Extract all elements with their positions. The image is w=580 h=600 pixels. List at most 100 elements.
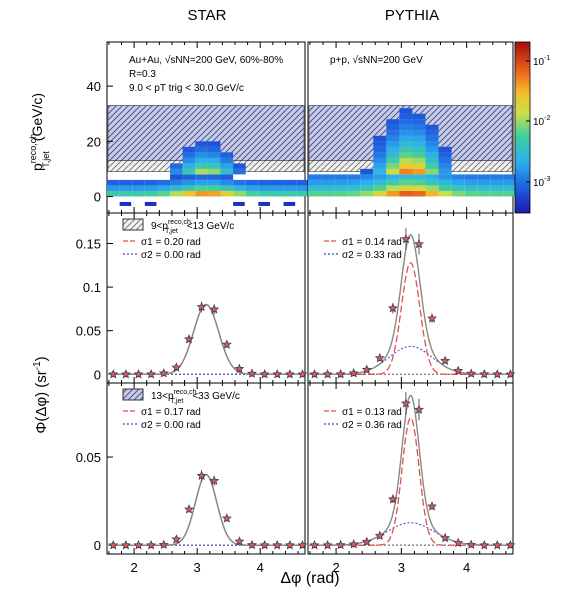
svg-text:preco,chT,jet(GeV/c): preco,ch T,jet (GeV/c) — [28, 93, 51, 171]
data-point — [466, 368, 477, 378]
data-point — [284, 540, 295, 550]
heat-cell — [296, 179, 309, 186]
heat-cell — [107, 179, 120, 186]
data-point — [272, 369, 283, 379]
heat-cell — [144, 190, 158, 197]
data-point — [196, 301, 207, 312]
legend-label: σ2 = 0.00 rad — [141, 420, 201, 431]
heat-cell — [270, 185, 284, 191]
heat-cell — [399, 179, 413, 186]
heat-cell — [490, 190, 504, 197]
heat-cell — [412, 174, 426, 180]
heat-cell — [195, 152, 208, 158]
panel-annotation: R=0.3 — [129, 69, 156, 80]
heat-cell — [425, 124, 439, 131]
fit-wide-component — [308, 345, 513, 375]
heat-cell — [412, 141, 426, 147]
heat-cell — [245, 190, 259, 197]
heat-cell — [399, 108, 413, 114]
heat-cell — [373, 179, 387, 186]
heat-cell — [157, 185, 171, 191]
data-point — [505, 539, 516, 550]
heat-cell — [438, 152, 452, 158]
panel-annotation: Au+Au, √sNN=200 GeV, 60%-80% — [129, 54, 283, 66]
heat-cell — [182, 152, 196, 158]
panel-frame — [106, 212, 306, 384]
svg-text:Φ(Δφ) (sr-1): Φ(Δφ) (sr-1) — [32, 356, 50, 433]
data-point — [505, 369, 516, 379]
data-point — [120, 369, 131, 379]
heat-cell — [308, 190, 322, 197]
fit-narrow-component — [107, 303, 305, 375]
heat-cell — [195, 174, 208, 180]
heat-cell — [490, 174, 504, 180]
heat-cell — [477, 190, 491, 197]
heat-cell — [412, 130, 426, 136]
heat-cell — [195, 141, 208, 147]
heat-cell — [386, 174, 400, 180]
heat-cell — [195, 157, 208, 164]
heat-cell — [399, 130, 413, 136]
data-point — [361, 536, 372, 547]
data-point — [259, 540, 270, 550]
heat-cell — [386, 130, 400, 136]
heat-cell — [144, 185, 158, 191]
heat-cell — [412, 163, 426, 169]
heat-cell — [195, 185, 208, 191]
data-point — [247, 368, 257, 378]
heat-cell — [477, 174, 491, 180]
y-tick-label: 20 — [87, 134, 101, 149]
heat-cell — [233, 163, 246, 169]
heat-cell — [207, 157, 221, 164]
data-point — [146, 369, 157, 379]
heat-cell — [373, 146, 387, 153]
data-point — [196, 470, 207, 480]
heat-cell — [373, 190, 387, 197]
data-point — [348, 539, 359, 549]
colorbar-tick-label: 10-3 — [533, 176, 550, 189]
heat-cell — [321, 190, 335, 197]
heat-cell — [373, 174, 387, 180]
top-y-axis-label: preco,ch T,jet (GeV/c) — [28, 93, 51, 171]
heat-cell — [386, 146, 400, 153]
heat-cell — [399, 185, 413, 191]
data-point — [108, 369, 119, 379]
heat-cell — [360, 168, 374, 175]
legend-label: σ1 = 0.13 rad — [342, 407, 402, 418]
data-point — [259, 369, 270, 379]
legend-box-label: 13<preco,ch T,jet <33 GeV/c — [151, 389, 240, 405]
data-point — [247, 539, 257, 550]
y-tick-label: 40 — [87, 79, 101, 94]
heat-cell — [438, 157, 452, 164]
heat-cell — [438, 185, 452, 191]
heat-cell — [220, 190, 234, 197]
heat-cell — [399, 190, 413, 197]
heat-cell — [207, 146, 221, 153]
heat-cell — [412, 146, 426, 153]
heat-cell — [399, 146, 413, 153]
heat-cell — [283, 201, 296, 206]
panel-bottom-right: 2 3 4 σ1 = 0.13 rad σ2 = 0.36 rad — [307, 382, 516, 575]
heat-cell — [373, 185, 387, 191]
heat-cell — [425, 146, 439, 153]
heat-cell — [399, 174, 413, 180]
col-title-pythia: PYTHIA — [385, 7, 439, 24]
data-point — [361, 364, 372, 374]
x-tick-label: 3 — [398, 560, 405, 575]
heat-cell — [119, 201, 132, 206]
heat-cell — [386, 124, 400, 131]
phi-label-close: ) — [33, 356, 50, 361]
heat-cell — [308, 179, 322, 186]
heat-cell — [412, 168, 426, 175]
heat-cell — [425, 130, 439, 136]
heat-cell — [144, 179, 158, 186]
heat-cell — [334, 190, 348, 197]
panel-middle-right: σ1 = 0.14 rad σ2 = 0.33 rad — [307, 212, 516, 384]
heat-cell — [220, 157, 234, 164]
heat-cell — [182, 163, 196, 169]
data-point — [234, 363, 245, 374]
y-tick-label: 0 — [94, 538, 101, 553]
data-point — [171, 362, 182, 372]
